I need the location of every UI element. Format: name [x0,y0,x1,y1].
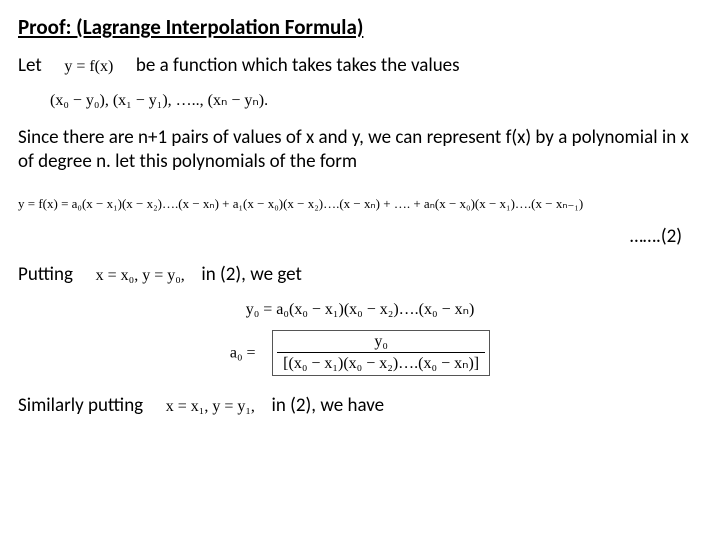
similarly-line: Similarly putting x = x₁, y = y₁, in (2)… [18,394,702,418]
pairs-expr: (x₀ − y₀), (x₁ − y₁), ….., (xₙ − yₙ). [50,92,268,109]
eq-ref: …….(2) [18,225,682,249]
a0-fraction: y₀ [(x₀ − x₁)(x₀ − x₂)….(x₀ − xₙ)] [277,332,485,374]
a0-lhs: a₀ = [230,345,256,362]
putting-sub: x = x₀, y = y₀, [96,267,185,284]
let-line: Let y = f(x) be a function which takes t… [18,54,702,78]
y0-line: y₀ = a₀(x₀ − x₁)(x₀ − x₂)….(x₀ − xₙ) [18,297,702,321]
poly-expr: y = f(x) = a₀(x − x₁)(x − x₂)….(x − xₙ) … [18,196,583,211]
since-para: Since there are n+1 pairs of values of x… [18,126,702,174]
y0-expr: y₀ = a₀(x₀ − x₁)(x₀ − x₂)….(x₀ − xₙ) [246,301,475,318]
let-func: y = f(x) [64,58,113,75]
putting-post: in (2), we get [201,263,302,286]
similarly-sub: x = x₁, y = y₁, [166,398,255,415]
putting-pre: Putting [18,263,73,286]
poly-line: y = f(x) = a₀(x − x₁)(x − x₂)….(x − xₙ) … [18,191,702,215]
pairs-line: (x₀ − y₀), (x₁ − y₁), ….., (xₙ − yₙ). [18,88,702,112]
similarly-post: in (2), we have [272,394,385,417]
a0-num: y₀ [277,332,485,352]
a0-den: [(x₀ − x₁)(x₀ − x₂)….(x₀ − xₙ)] [277,352,485,374]
let-post: be a function which takes takes the valu… [136,54,460,77]
proof-title: Proof: (Lagrange Interpolation Formula) [18,14,702,40]
putting-line: Putting x = x₀, y = y₀, in (2), we get [18,263,702,287]
since-text: Since there are n+1 pairs of values of x… [18,126,689,173]
similarly-pre: Similarly putting [18,394,143,417]
let-pre: Let [18,54,42,77]
a0-line: a₀ = y₀ [(x₀ − x₁)(x₀ − x₂)….(x₀ − xₙ)] [18,330,702,376]
